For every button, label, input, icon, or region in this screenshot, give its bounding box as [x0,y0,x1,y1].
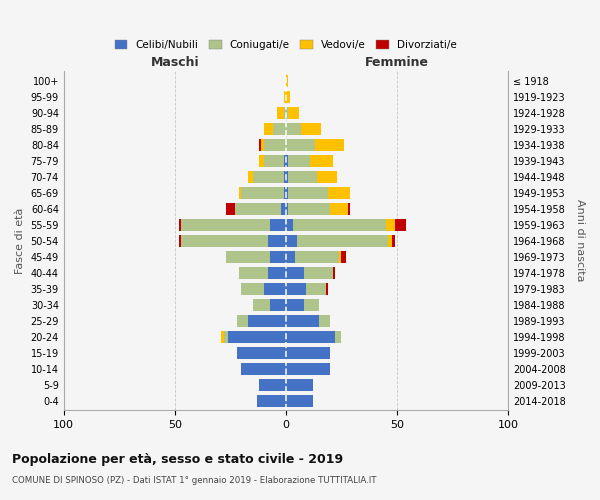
Bar [317,170,337,182]
Bar [253,170,284,182]
Bar [286,90,290,102]
Bar [248,170,253,182]
Bar [286,394,313,406]
Bar [286,346,330,358]
Bar [286,202,288,214]
Bar [386,218,395,230]
Bar [179,234,181,246]
Bar [284,186,286,198]
Bar [304,298,319,310]
Bar [259,154,263,166]
Bar [262,138,263,150]
Bar [286,122,301,134]
Bar [288,186,328,198]
Bar [228,330,286,342]
Bar [286,330,335,342]
Bar [304,266,332,278]
Bar [286,186,288,198]
Bar [239,266,268,278]
Bar [263,138,286,150]
Bar [284,154,286,166]
Bar [221,330,224,342]
Bar [271,250,286,262]
Bar [263,122,272,134]
Bar [272,122,286,134]
Legend: Celibi/Nubili, Coniugati/e, Vedovi/e, Divorziati/e: Celibi/Nubili, Coniugati/e, Vedovi/e, Di… [111,36,461,54]
Bar [388,234,392,246]
Bar [286,106,288,118]
Y-axis label: Anni di nascita: Anni di nascita [575,200,585,282]
Bar [335,330,341,342]
Bar [286,282,306,294]
Bar [286,314,319,326]
Bar [239,186,241,198]
Bar [293,218,386,230]
Bar [224,330,228,342]
Bar [295,250,339,262]
Bar [286,138,315,150]
Bar [341,250,346,262]
Bar [271,218,286,230]
Bar [259,138,262,150]
Bar [286,298,304,310]
Bar [263,154,284,166]
Bar [348,202,350,214]
Bar [332,266,335,278]
Bar [392,234,395,246]
Bar [284,106,286,118]
Bar [286,378,313,390]
Bar [253,298,271,310]
Bar [268,266,286,278]
Bar [235,202,281,214]
Bar [284,170,286,182]
Bar [310,154,332,166]
Text: Maschi: Maschi [151,56,199,70]
Bar [297,234,388,246]
Bar [181,234,268,246]
Bar [286,266,304,278]
Text: Femmine: Femmine [365,56,429,70]
Bar [288,170,317,182]
Bar [284,90,286,102]
Bar [241,282,263,294]
Bar [286,170,288,182]
Bar [288,106,299,118]
Bar [268,234,286,246]
Text: Popolazione per età, sesso e stato civile - 2019: Popolazione per età, sesso e stato civil… [12,452,343,466]
Bar [226,250,271,262]
Bar [286,74,288,86]
Bar [326,282,328,294]
Bar [330,202,348,214]
Bar [257,394,286,406]
Bar [395,218,406,230]
Bar [281,202,286,214]
Bar [288,202,330,214]
Bar [259,378,286,390]
Bar [241,186,284,198]
Bar [241,362,286,374]
Bar [263,282,286,294]
Bar [179,218,181,230]
Bar [226,202,235,214]
Bar [181,218,271,230]
Bar [286,362,330,374]
Bar [271,298,286,310]
Bar [277,106,284,118]
Text: COMUNE DI SPINOSO (PZ) - Dati ISTAT 1° gennaio 2019 - Elaborazione TUTTITALIA.IT: COMUNE DI SPINOSO (PZ) - Dati ISTAT 1° g… [12,476,377,485]
Bar [288,154,310,166]
Bar [286,154,288,166]
Bar [286,218,293,230]
Bar [306,282,326,294]
Bar [301,122,322,134]
Bar [315,138,344,150]
Y-axis label: Fasce di età: Fasce di età [15,208,25,274]
Bar [286,250,295,262]
Bar [237,314,248,326]
Bar [328,186,350,198]
Bar [286,234,297,246]
Bar [339,250,341,262]
Bar [319,314,330,326]
Bar [237,346,286,358]
Bar [248,314,286,326]
